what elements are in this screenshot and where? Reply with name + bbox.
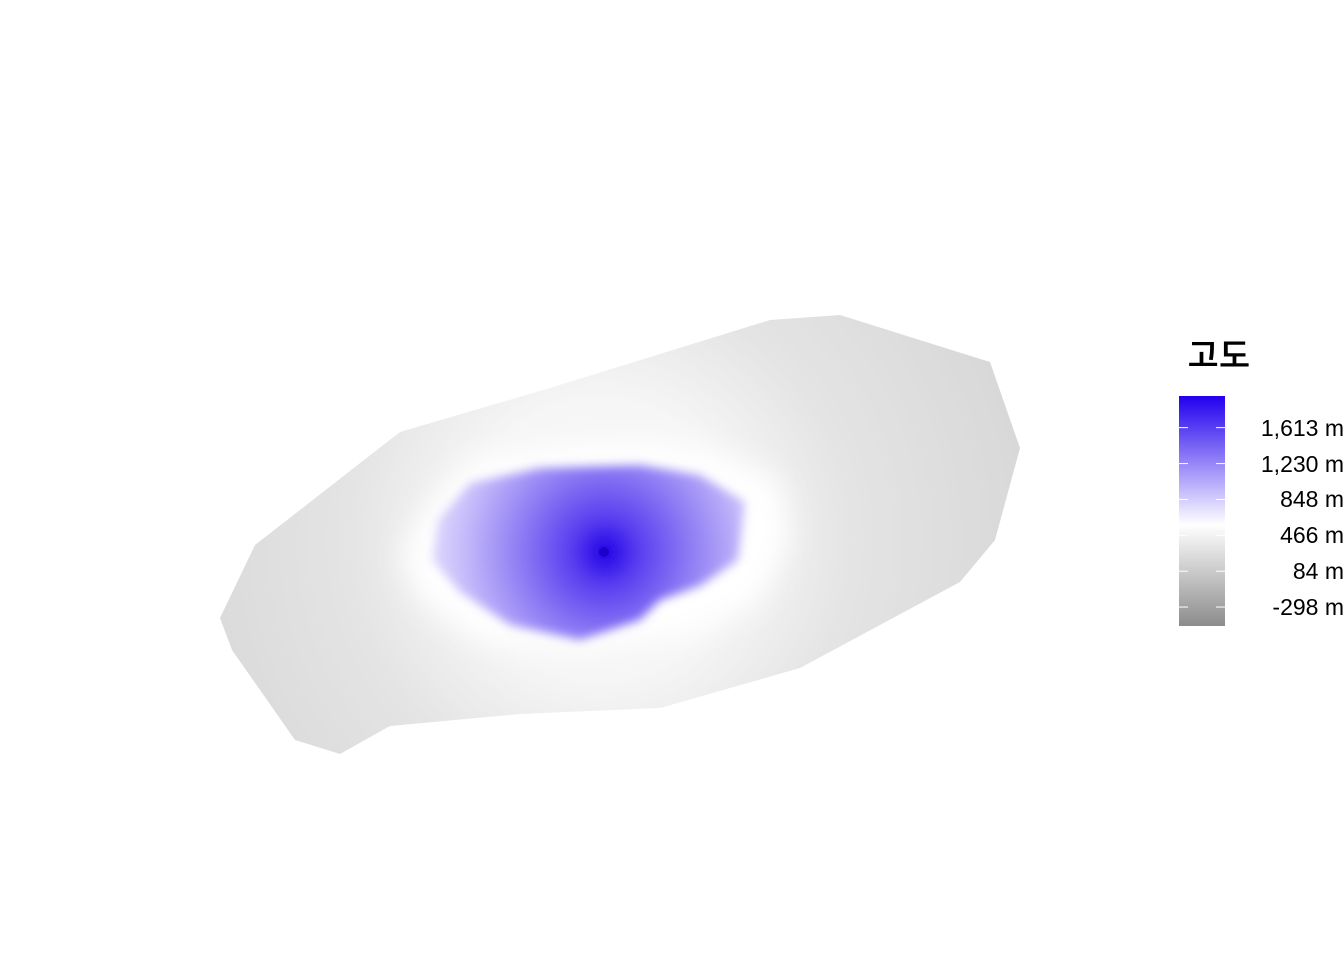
legend-tick-label: 1,613 m — [1260, 414, 1344, 441]
summit-point — [599, 547, 609, 557]
legend-tick-label: -298 m — [1272, 594, 1344, 621]
legend-tick-label: 848 m — [1280, 486, 1344, 513]
legend-colorbar — [1179, 396, 1225, 626]
legend-tick-label: 466 m — [1280, 522, 1344, 549]
high-elevation-zone — [432, 465, 745, 640]
legend-tick-label: 1,230 m — [1260, 450, 1344, 477]
legend-title: 고도 — [1188, 336, 1251, 375]
legend-tick-label: 84 m — [1292, 558, 1344, 585]
elevation-legend: 고도 1,613 m 1,230 m 848 m 466 m 84 m -298 m — [1176, 335, 1344, 635]
